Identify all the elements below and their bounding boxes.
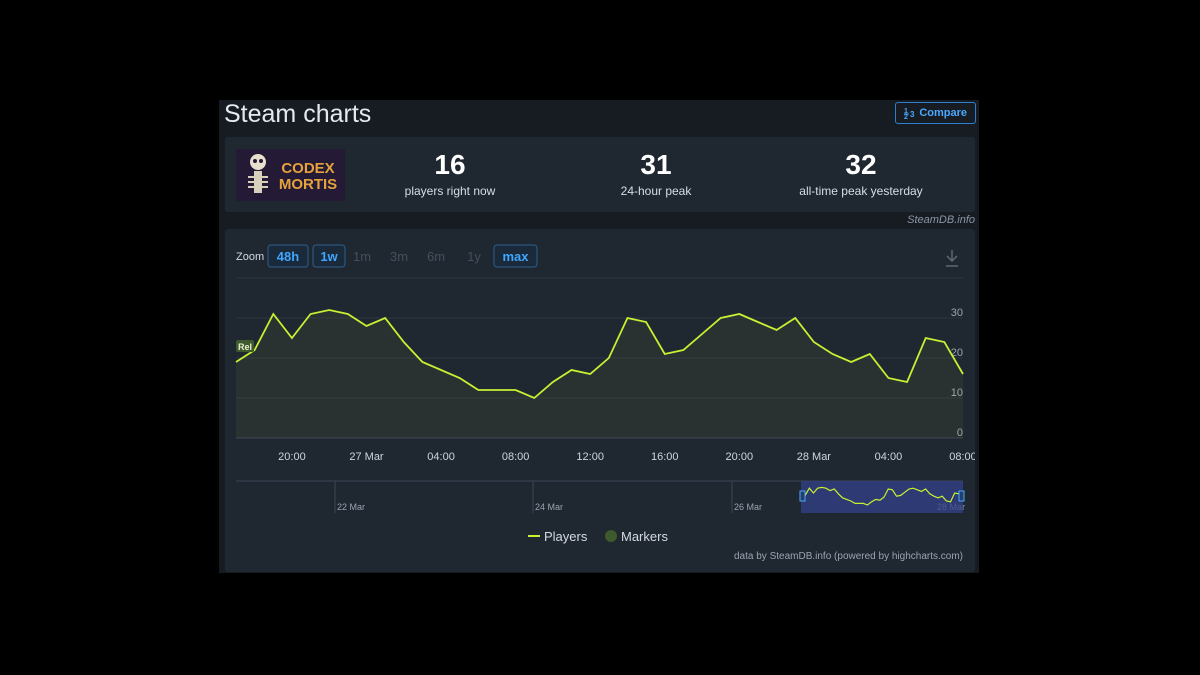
stats-card: CODEX MORTIS 16 players right now 31 24-hou…	[225, 137, 975, 212]
chart: Zoom 48h 1w 1m 3m 6m 1y max 0 10 20 30 20:00 27 Mar 04…	[235, 244, 977, 562]
zoom-button[interactable]: max	[493, 244, 538, 268]
x-tick-label: 27 Mar	[349, 451, 384, 463]
zoom-button-label: 6m	[427, 249, 445, 264]
svg-text:2: 2	[904, 114, 908, 119]
navigator-label: 22 Mar	[337, 502, 365, 512]
zoom-button-label: 1w	[320, 249, 338, 264]
stat-label: all-time peak yesterday	[799, 184, 923, 198]
source: SteamDB.info	[907, 214, 975, 226]
series-area	[236, 310, 963, 438]
game-art: CODEX MORTIS	[236, 149, 345, 201]
zoom-button-label: 3m	[390, 249, 408, 264]
navigator-handle[interactable]	[799, 490, 806, 502]
compare-label: Compare	[919, 107, 967, 119]
zoom-button[interactable]: 48h	[267, 244, 309, 268]
svg-text:1: 1	[904, 108, 908, 115]
x-tick-label: 04:00	[427, 451, 455, 463]
y-tick-label: 0	[957, 427, 963, 439]
x-tick-label: 08:00	[502, 451, 530, 463]
y-tick-label: 10	[951, 387, 963, 399]
legend-swatch	[605, 530, 617, 542]
x-tick-label: 08:00	[949, 451, 975, 463]
chart-card: Zoom 48h 1w 1m 3m 6m 1y max 0 10 20 30 20:00 27 Mar 04…	[225, 229, 977, 572]
x-tick-label: 12:00	[576, 451, 604, 463]
stat-value: 32	[845, 149, 877, 180]
zoom-button-frame	[267, 244, 309, 268]
game-title: CODEX	[281, 160, 334, 177]
stat-value: 16	[434, 149, 466, 180]
navigator-line	[800, 486, 964, 506]
zoom-button-label: 48h	[277, 249, 299, 264]
stat-label: 24-hour peak	[620, 184, 692, 198]
navigator-label: 24 Mar	[535, 502, 563, 512]
x-tick-label: 20:00	[278, 451, 306, 463]
zoom-button[interactable]: 1y	[467, 249, 481, 264]
legend-label: Players	[544, 529, 588, 544]
title: Steam charts	[224, 100, 372, 128]
series-line	[235, 309, 964, 400]
zoom-button-frame	[493, 244, 538, 268]
game-title: MORTIS	[279, 176, 337, 193]
stat: 16 players right now	[350, 149, 550, 198]
y-tick-label: 20	[951, 347, 963, 359]
game-image: CODEX MORTIS	[236, 149, 345, 201]
download-icon	[946, 250, 958, 267]
stat: 31 24-hour peak	[556, 149, 756, 198]
x-tick-label: 20:00	[726, 451, 754, 463]
zoom-button-label: 1m	[353, 249, 371, 264]
stat-label: players right now	[404, 184, 496, 198]
zoom-button[interactable]: 1m	[353, 249, 371, 264]
x-tick-label: 16:00	[651, 451, 679, 463]
compare-icon: 12 3	[904, 108, 915, 119]
x-tick-label: 28 Mar	[797, 451, 832, 463]
svg-text:3: 3	[910, 110, 915, 119]
marker-flag	[236, 340, 254, 352]
legend-label: Markers	[621, 529, 668, 544]
credits: data by SteamDB.info (powered by highcha…	[734, 551, 963, 562]
zoom-button-label: max	[502, 249, 529, 264]
zoom-button[interactable]: 6m	[427, 249, 445, 264]
stat-value: 31	[640, 149, 672, 180]
zoom-button-label: 1y	[467, 249, 481, 264]
stat: 32 all-time peak yesterday	[761, 149, 961, 198]
navigator-label: 26 Mar	[734, 502, 762, 512]
zoom-button[interactable]: 1w	[312, 244, 346, 268]
zoom-button[interactable]: 3m	[390, 249, 408, 264]
zoom-button-frame	[312, 244, 346, 268]
zoom-label: Zoom	[236, 251, 264, 263]
y-tick-label: 30	[951, 307, 963, 319]
x-tick-label: 04:00	[875, 451, 903, 463]
navigator-handle[interactable]	[958, 490, 965, 502]
marker-label: Rel	[238, 342, 252, 352]
